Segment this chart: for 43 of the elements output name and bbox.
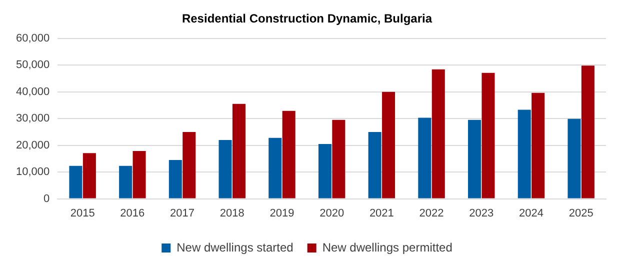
y-tick-label: 40,000 [16,86,50,98]
bar [581,66,594,198]
bar [382,92,396,198]
y-tick-label: 0 [44,192,50,205]
bar [432,69,445,198]
x-tick-label: 2024 [518,207,544,220]
legend-label: New dwellings started [176,240,294,254]
x-tick-label: 2019 [270,207,294,220]
bar [268,138,282,198]
x-tick-label: 2016 [120,207,145,220]
bar [468,120,482,198]
bar [518,110,531,198]
bar [418,118,432,198]
bar [318,144,332,198]
x-tick-label: 2015 [70,207,95,220]
legend-label: New dwellings permitted [322,240,452,254]
y-tick-label: 20,000 [16,139,50,152]
bar [168,160,182,198]
y-tick-label: 30,000 [16,112,50,125]
bar [119,166,132,198]
x-tick-label: 2021 [369,207,394,220]
bar [132,150,146,198]
bar [532,92,545,198]
x-tick-label: 2025 [568,207,594,220]
x-tick-label: 2017 [170,207,195,220]
bar [368,132,382,198]
bar [82,153,96,198]
bar [332,120,346,198]
x-tick-label: 2022 [419,207,444,220]
bar [69,166,82,198]
bar [482,72,495,198]
x-tick-label: 2023 [469,207,494,220]
bar [182,132,196,198]
bar [282,110,296,198]
x-tick-label: 2018 [220,207,244,220]
bar [232,104,246,198]
bar [218,140,232,198]
y-tick-label: 60,000 [16,32,50,44]
bar [568,118,581,198]
chart-title: Residential Construction Dynamic, Bulgaria [182,12,432,26]
x-tick-label: 2020 [320,207,344,220]
y-tick-label: 10,000 [16,166,50,178]
y-tick-label: 50,000 [16,59,50,72]
